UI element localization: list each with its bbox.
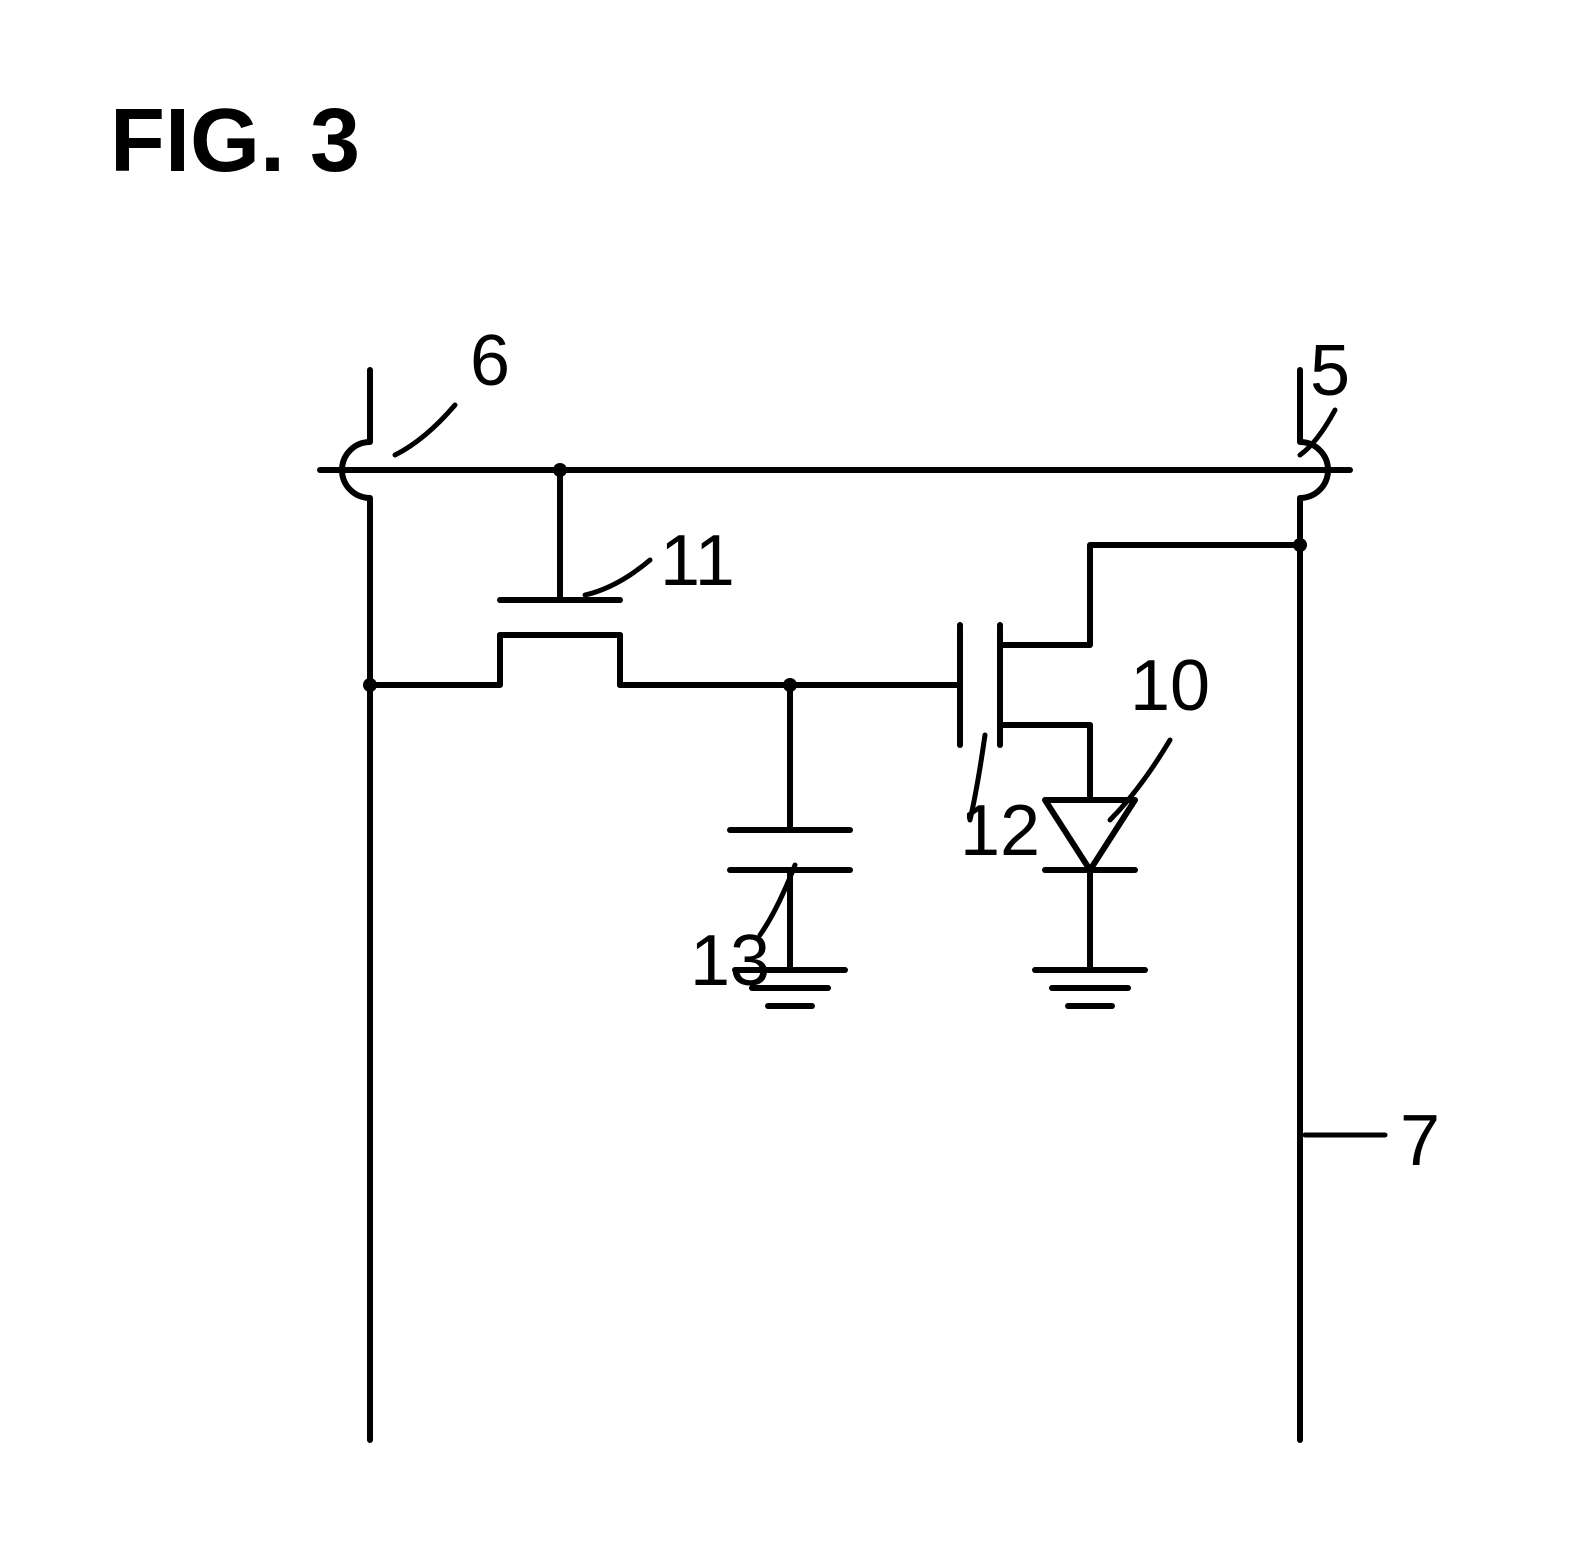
label-7: 7 bbox=[1400, 1100, 1440, 1182]
figure-title: FIG. 3 bbox=[110, 90, 360, 193]
circuit-diagram bbox=[0, 0, 1588, 1559]
label-13: 13 bbox=[690, 920, 770, 1002]
label-5: 5 bbox=[1310, 330, 1350, 412]
label-6: 6 bbox=[470, 320, 510, 402]
label-11: 11 bbox=[660, 520, 735, 602]
label-10: 10 bbox=[1130, 645, 1210, 727]
label-12: 12 bbox=[960, 790, 1040, 872]
